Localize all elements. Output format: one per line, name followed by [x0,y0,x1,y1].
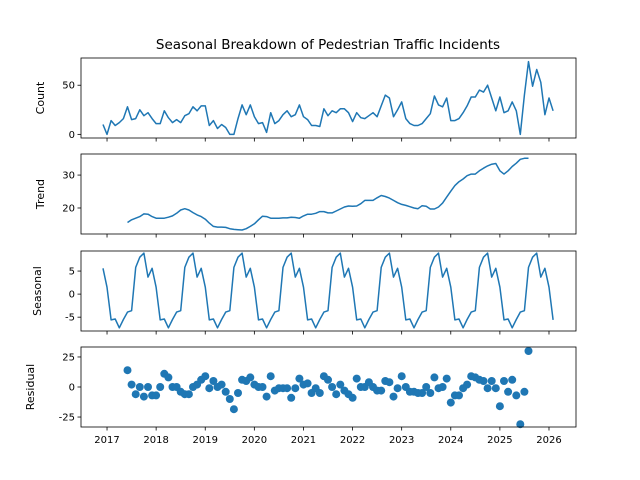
residual-point [135,383,144,391]
x-tick-label: 2022 [340,435,365,446]
residual-point [491,384,500,393]
seasonal-line [102,252,554,329]
trend-line [127,157,529,231]
residual-point [328,383,337,391]
residual-point [144,383,152,391]
residual-point [229,405,238,414]
x-tick-label: 2023 [389,435,414,446]
residual-point [225,395,234,403]
residual-point [315,389,324,397]
residual-point [209,377,218,385]
residual-point [127,380,136,389]
count-axes-frame [80,57,577,139]
residual-point [426,389,435,397]
trend-y-axis-label: Trend [34,179,47,210]
residual-point [287,393,296,402]
trend-y-tick-label: 30 [62,171,75,182]
residual-point [377,386,386,395]
residual-point [352,374,361,383]
residual-point [495,402,504,411]
residual-point [520,387,529,396]
count-y-tick-label: 0 [69,130,75,141]
residual-point [139,392,148,401]
residual-point [418,389,427,397]
x-tick-label: 2026 [536,435,561,446]
residual-point [221,387,230,396]
trend-y-tick-label: 20 [62,203,75,214]
seasonal-axes-frame [80,250,577,332]
residual-point [332,390,341,399]
residual-point [446,398,455,407]
residual-y-tick-label: -25 [59,413,75,424]
residual-point [303,379,312,388]
residual-point [291,384,300,393]
residual-point [324,375,332,384]
x-tick-label: 2021 [291,435,316,446]
residual-point [483,384,492,393]
seasonal-y-tick-label: 5 [69,267,75,278]
residual-point [234,389,242,397]
residual-point [393,384,402,393]
panel-residual: 2017 2018 2019 2020 2021 2022 2023 2024 2025 2026… [24,346,577,446]
residual-point [487,377,496,385]
residual-point [152,391,161,400]
residual-point [500,377,508,385]
residual-point [438,383,447,391]
residual-point [504,387,513,396]
x-tick-label: 2020 [242,435,267,446]
residual-point [479,377,488,385]
residual-point [389,392,398,401]
residual-point [262,392,271,401]
count-y-tick-label: 50 [62,81,75,92]
residual-point [164,373,173,382]
residual-y-tick-label: 0 [69,383,75,394]
residual-y-tick-label: 25 [62,352,75,363]
residual-point [201,372,210,381]
trend-axes-frame [80,153,577,235]
residual-point [283,384,292,393]
residual-point [422,383,431,391]
residual-point [508,375,517,384]
residual-point [348,393,357,402]
residual-point [217,380,226,389]
residual-point [430,373,439,382]
residual-point [266,372,275,381]
residual-point [455,391,463,400]
residual-y-axis-label: Residual [24,364,37,410]
residual-point [295,374,304,383]
residual-point [131,390,140,399]
residual-point [205,384,214,393]
x-tick-label: 2018 [143,435,168,446]
panel-count: 0 50 Count [34,57,577,142]
residual-point [246,373,255,382]
count-line [102,60,554,136]
residual-point [512,391,521,400]
seasonal-y-tick-label: 0 [69,290,75,301]
residual-point [442,374,451,383]
residual-point [385,378,394,387]
x-tick-label: 2025 [487,435,512,446]
residual-point [184,390,193,399]
panel-seasonal: 5 0 -5 Seasonal [31,250,577,335]
residual-point [524,347,533,355]
residual-point [397,372,406,381]
x-tick-label: 2024 [438,435,463,446]
x-tick-label: 2019 [193,435,218,446]
x-tick-label: 2017 [94,435,119,446]
residual-point [156,383,165,391]
residual-point [336,380,345,389]
count-y-axis-label: Count [34,81,47,114]
panel-trend: 20 30 Trend [34,153,577,238]
residual-point [463,380,472,389]
residual-point [123,366,132,375]
residual-point [258,383,267,391]
seasonal-y-tick-label: -5 [65,313,75,324]
residual-point [516,420,525,429]
seasonal-y-axis-label: Seasonal [31,266,44,316]
chart-title: Seasonal Breakdown of Pedestrian Traffic… [156,37,500,53]
